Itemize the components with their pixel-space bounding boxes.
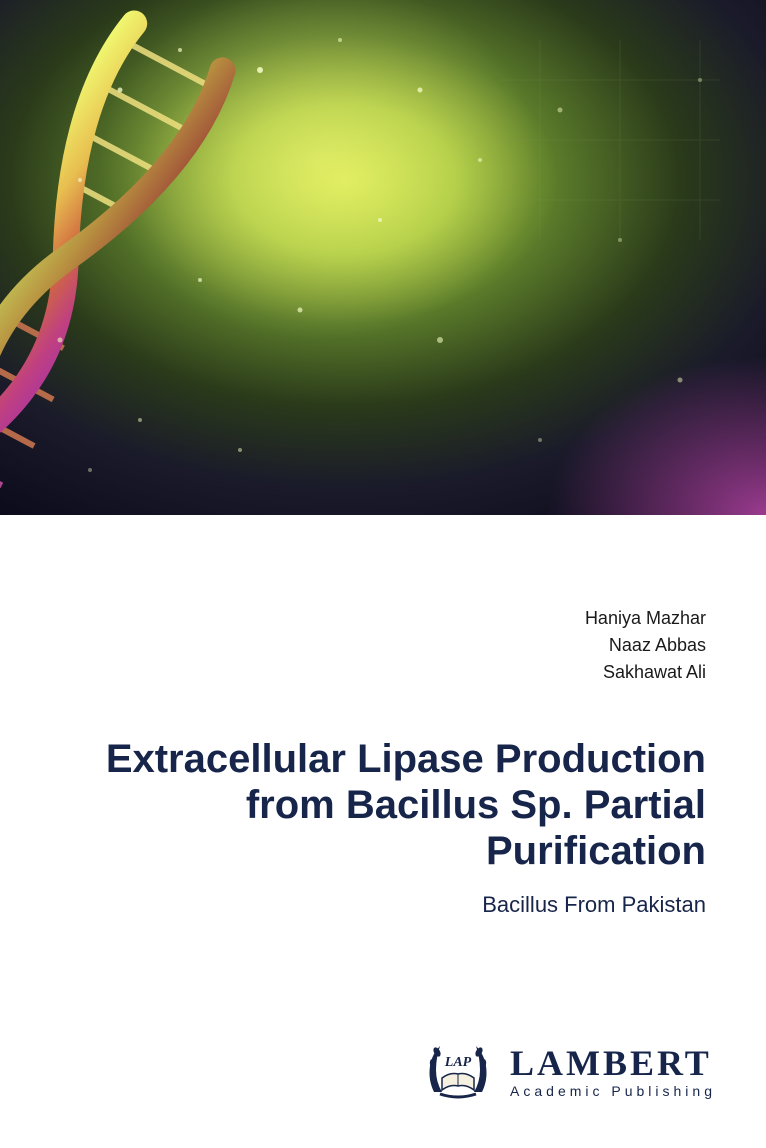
content-area: Haniya Mazhar Naaz Abbas Sakhawat Ali Ex…: [0, 515, 766, 918]
author-1: Haniya Mazhar: [60, 605, 706, 632]
publisher-block: LAP LAMBERT Academic Publishing: [422, 1036, 716, 1108]
author-3: Sakhawat Ali: [60, 659, 706, 686]
author-2: Naaz Abbas: [60, 632, 706, 659]
publisher-text: LAMBERT Academic Publishing: [510, 1045, 716, 1099]
cover-image: [0, 0, 766, 515]
publisher-subtitle: Academic Publishing: [510, 1083, 716, 1099]
authors-block: Haniya Mazhar Naaz Abbas Sakhawat Ali: [60, 605, 706, 686]
publisher-logo-icon: LAP: [422, 1036, 494, 1108]
logo-text: LAP: [444, 1055, 472, 1070]
publisher-name: LAMBERT: [510, 1045, 716, 1081]
book-title: Extracellular Lipase Production from Bac…: [60, 736, 706, 874]
book-subtitle: Bacillus From Pakistan: [60, 892, 706, 918]
